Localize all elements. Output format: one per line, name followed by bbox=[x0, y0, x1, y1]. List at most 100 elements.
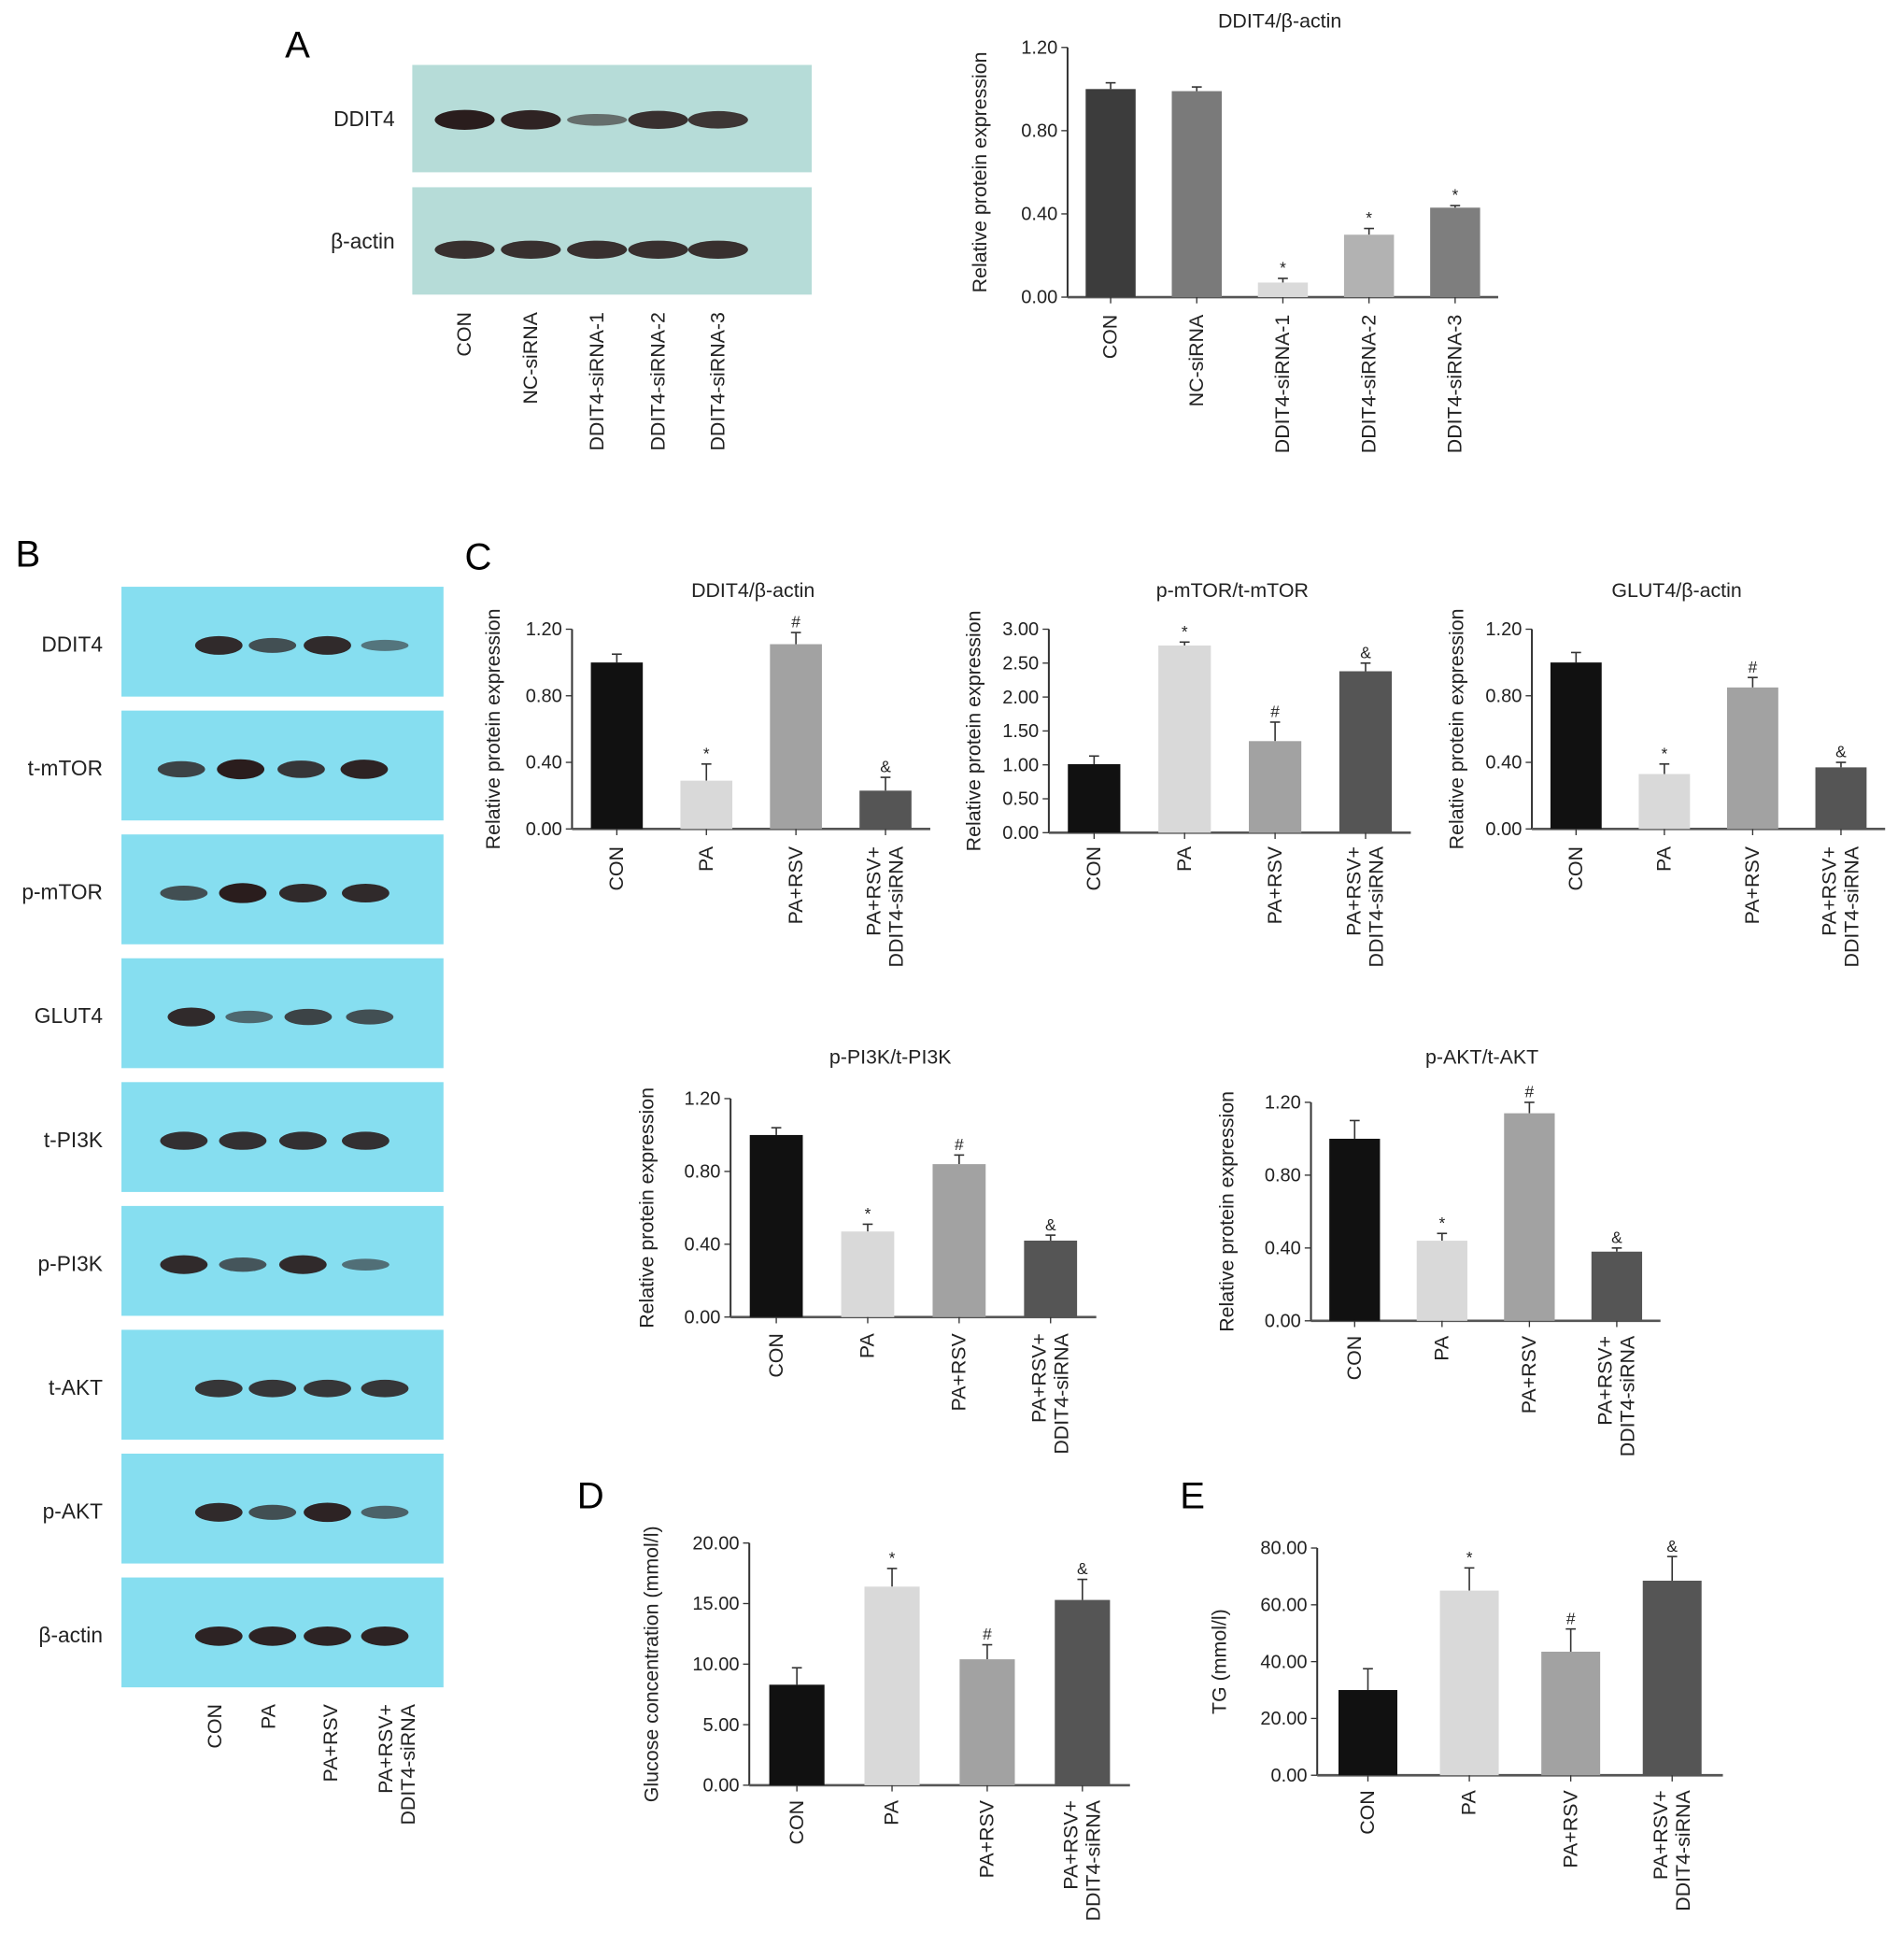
x-tick-label: DDIT4-siRNA bbox=[1083, 1799, 1105, 1921]
blot-band bbox=[342, 1131, 390, 1150]
y-axis-label: Relative protein expression bbox=[635, 1087, 658, 1328]
blot-band bbox=[434, 240, 495, 259]
blot-band bbox=[284, 1008, 333, 1026]
significance-marker: # bbox=[1270, 703, 1280, 721]
bar bbox=[932, 1164, 986, 1317]
significance-marker: & bbox=[1360, 643, 1371, 661]
blot-a-panel bbox=[412, 187, 813, 295]
bar bbox=[1339, 1690, 1397, 1776]
x-tick-label: PA bbox=[881, 1799, 903, 1825]
bar bbox=[1638, 774, 1691, 830]
bar bbox=[1257, 282, 1309, 298]
blot-band bbox=[157, 760, 205, 778]
blot-band bbox=[342, 1258, 390, 1271]
blot-band bbox=[278, 883, 327, 903]
bar bbox=[770, 644, 822, 830]
y-tick-label: 0.40 bbox=[1485, 753, 1522, 774]
bar bbox=[1430, 207, 1480, 298]
significance-marker: * bbox=[889, 1549, 896, 1568]
chart-title: DDIT4/β-actin bbox=[691, 579, 814, 602]
blot-band bbox=[304, 1626, 351, 1646]
bar bbox=[1343, 234, 1395, 298]
significance-marker: * bbox=[1452, 186, 1458, 205]
blot-band bbox=[248, 1626, 297, 1646]
blot-b-lane-label: CON bbox=[204, 1704, 226, 1749]
blot-b-row-label: p-mTOR bbox=[21, 880, 103, 904]
blot-band bbox=[361, 639, 409, 651]
blot-band bbox=[340, 760, 389, 779]
bar bbox=[1024, 1240, 1078, 1317]
bar bbox=[864, 1586, 920, 1785]
x-tick-label: PA+RSV bbox=[948, 1332, 970, 1411]
bar bbox=[1339, 671, 1393, 833]
x-tick-label: PA bbox=[1431, 1335, 1453, 1361]
blot-band bbox=[277, 760, 325, 778]
blot-band bbox=[501, 240, 561, 259]
y-tick-label: 5.00 bbox=[703, 1715, 740, 1736]
bar bbox=[859, 790, 912, 830]
y-axis-label: Relative protein expression bbox=[1446, 608, 1468, 849]
chart-e: 0.00 20.00 40.00 60.00 80.00 TG (mmol/l) CON * P… bbox=[1209, 1537, 1723, 1911]
y-tick-label: 0.40 bbox=[1021, 205, 1057, 225]
blot-b-row-label: t-AKT bbox=[49, 1375, 103, 1399]
significance-marker: * bbox=[865, 1204, 871, 1223]
blot-band bbox=[219, 883, 267, 903]
chart-title: p-mTOR/t-mTOR bbox=[1156, 579, 1309, 602]
chart-title: DDIT4/β-actin bbox=[1218, 9, 1341, 32]
x-tick-label: DDIT4-siRNA bbox=[1617, 1335, 1639, 1456]
bar bbox=[1550, 662, 1602, 830]
x-tick-label: DDIT4-siRNA bbox=[1841, 845, 1863, 967]
bar bbox=[1504, 1113, 1555, 1321]
blot-b-row-label: t-PI3K bbox=[44, 1128, 103, 1152]
y-tick-label: 0.00 bbox=[1271, 1766, 1308, 1786]
y-tick-label: 20.00 bbox=[1260, 1709, 1307, 1729]
chart-title: p-PI3K/t-PI3K bbox=[829, 1046, 952, 1069]
bar bbox=[1171, 91, 1222, 298]
bar bbox=[1439, 1590, 1499, 1776]
significance-marker: * bbox=[703, 744, 710, 762]
x-tick-label: PA+RSV bbox=[1741, 845, 1763, 924]
x-tick-label: DDIT4-siRNA-1 bbox=[1271, 315, 1294, 453]
bar bbox=[1085, 89, 1136, 298]
x-tick-label: DDIT4-siRNA bbox=[1672, 1790, 1694, 1911]
bar bbox=[1068, 763, 1121, 833]
blot-band bbox=[225, 1010, 274, 1024]
blot-band bbox=[501, 109, 561, 130]
y-tick-label: 2.50 bbox=[1002, 653, 1039, 674]
y-tick-label: 2.00 bbox=[1002, 688, 1039, 708]
blot-band bbox=[361, 1626, 409, 1646]
y-tick-label: 0.00 bbox=[1265, 1311, 1301, 1331]
x-tick-label: PA+RSV+ bbox=[1343, 846, 1366, 936]
blot-band bbox=[361, 1505, 409, 1519]
chart-c3: 0.00 0.40 0.80 1.20 GLUT4/β-actin Relative pr… bbox=[1446, 579, 1886, 967]
x-tick-label: PA bbox=[857, 1332, 879, 1358]
y-tick-label: 1.20 bbox=[1485, 619, 1522, 640]
bar bbox=[1541, 1651, 1601, 1776]
blot-band bbox=[248, 1379, 297, 1398]
y-tick-label: 0.80 bbox=[1021, 121, 1057, 142]
x-tick-label: PA+RSV+ bbox=[1650, 1790, 1672, 1880]
y-tick-label: 15.00 bbox=[692, 1594, 739, 1614]
bar bbox=[959, 1659, 1015, 1785]
blot-band bbox=[217, 759, 265, 780]
chart-c5: 0.00 0.40 0.80 1.20 p-AKT/t-AKT Relative prot… bbox=[1216, 1046, 1661, 1456]
bar bbox=[1158, 645, 1211, 833]
y-axis-label: Relative protein expression bbox=[962, 610, 984, 851]
bar bbox=[1815, 767, 1867, 830]
y-axis-label: Relative protein expression bbox=[482, 608, 504, 849]
panel-label-b: B bbox=[15, 534, 40, 575]
blot-band bbox=[361, 1379, 409, 1398]
bar bbox=[1726, 687, 1778, 830]
y-tick-label: 1.20 bbox=[1021, 37, 1057, 58]
significance-marker: * bbox=[1438, 1214, 1445, 1232]
blot-band bbox=[628, 240, 688, 259]
significance-marker: * bbox=[1366, 208, 1372, 227]
blot-a-lane-label: DDIT4-siRNA-2 bbox=[646, 312, 669, 450]
bar bbox=[749, 1134, 803, 1317]
blot-band bbox=[304, 1502, 351, 1523]
x-tick-label: CON bbox=[786, 1800, 808, 1845]
x-tick-label: PA+RSV+ bbox=[1027, 1333, 1050, 1423]
y-tick-label: 0.00 bbox=[1021, 288, 1057, 308]
bar bbox=[1249, 741, 1302, 833]
